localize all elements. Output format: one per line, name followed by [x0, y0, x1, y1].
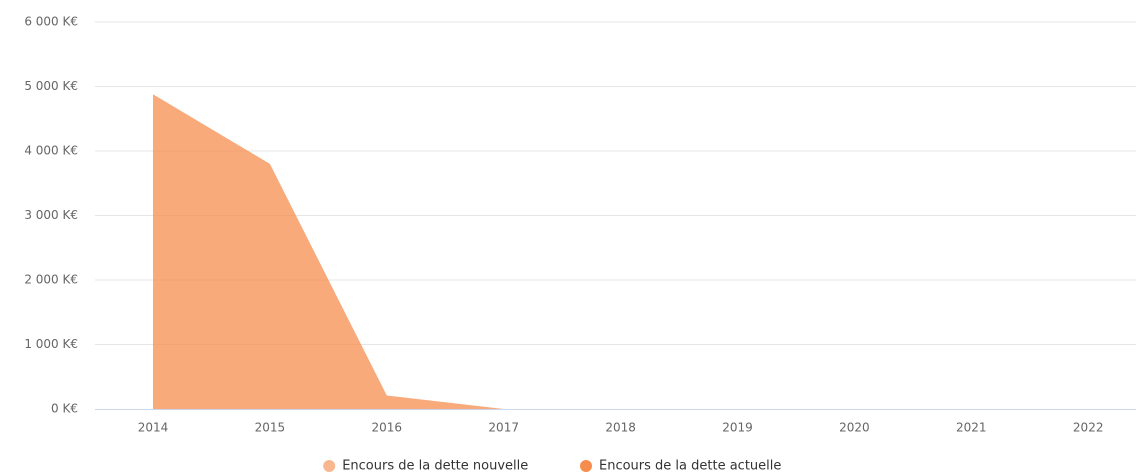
x-tick-label: 2022 — [1073, 421, 1104, 435]
x-tick-label: 2017 — [488, 421, 519, 435]
y-tick-label: 1 000 K€ — [24, 337, 78, 351]
x-tick-label: 2019 — [722, 421, 753, 435]
legend-marker — [580, 460, 592, 472]
y-tick-label: 2 000 K€ — [24, 273, 78, 287]
x-tick-label: 2018 — [605, 421, 636, 435]
legend-marker — [323, 460, 336, 472]
y-tick-label: 6 000 K€ — [24, 15, 78, 29]
x-tick-label: 2014 — [138, 421, 169, 435]
y-tick-label: 5 000 K€ — [24, 79, 78, 93]
x-tick-label: 2015 — [255, 421, 286, 435]
y-tick-label: 4 000 K€ — [24, 144, 78, 158]
legend: Encours de la dette nouvelle Encours de l… — [323, 459, 781, 474]
area — [153, 94, 1089, 410]
y-tick-label: 0 K€ — [51, 402, 78, 416]
legend-label: Encours de la dette actuelle — [599, 459, 781, 474]
x-tick-label: 2020 — [839, 421, 870, 435]
y-tick-label: 3 000 K€ — [24, 208, 78, 222]
legend-label: Encours de la dette nouvelle — [342, 459, 528, 474]
x-tick-label: 2016 — [372, 421, 403, 435]
x-tick-label: 2021 — [956, 421, 987, 435]
